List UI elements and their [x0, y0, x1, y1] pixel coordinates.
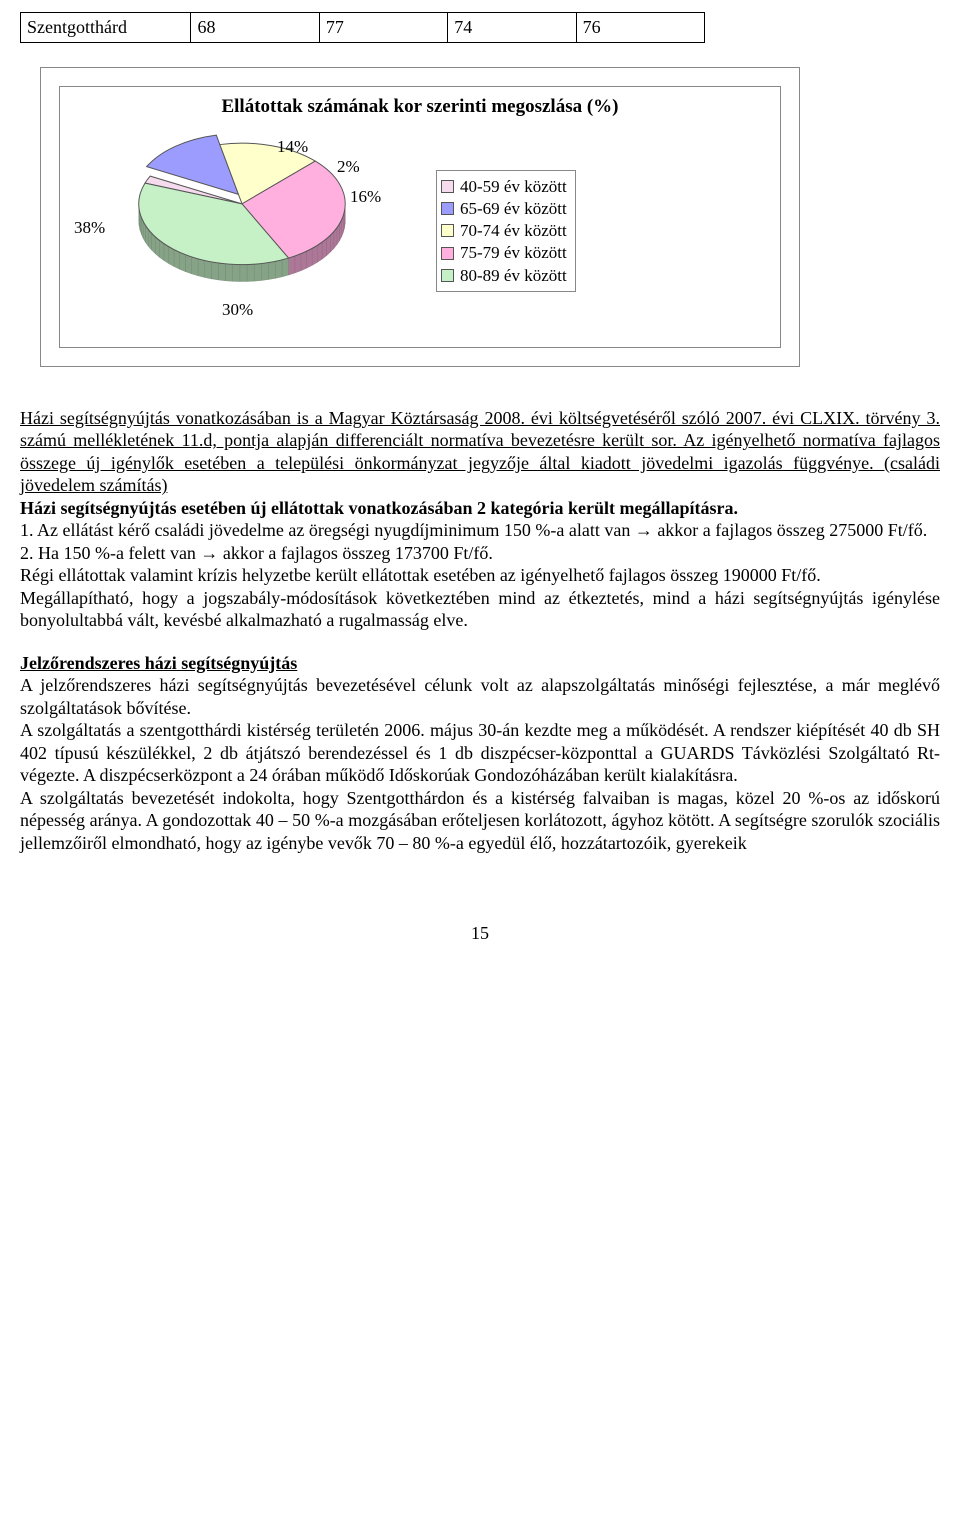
para-2: 1. Az ellátást kérő családi jövedelme az…	[20, 519, 940, 542]
pie-pct-label: 30%	[222, 299, 253, 320]
legend-swatch	[441, 269, 454, 282]
para-6: A jelzőrendszeres házi segítségnyújtás b…	[20, 674, 940, 719]
legend-item: 70-74 év között	[441, 220, 567, 241]
legend-swatch	[441, 224, 454, 237]
legend-swatch	[441, 202, 454, 215]
legend-label: 65-69 év között	[460, 198, 567, 219]
legend-label: 75-79 év között	[460, 242, 567, 263]
legend-label: 80-89 év között	[460, 265, 567, 286]
table-cell: Szentgotthárd	[21, 13, 191, 43]
pie-pct-label: 38%	[74, 217, 105, 238]
para-5: Megállapítható, hogy a jogszabály-módosí…	[20, 587, 940, 632]
legend-label: 70-74 év között	[460, 220, 567, 241]
legend-item: 40-59 év között	[441, 176, 567, 197]
para-7: A szolgáltatás a szentgotthárdi kistérsé…	[20, 719, 940, 787]
legend-item: 65-69 év között	[441, 198, 567, 219]
legend-item: 80-89 év között	[441, 265, 567, 286]
table-cell: 77	[319, 13, 447, 43]
chart-legend: 40-59 év között65-69 év között70-74 év k…	[436, 170, 576, 292]
data-table: Szentgotthárd68777476	[20, 12, 705, 43]
pie-pct-label: 2%	[337, 156, 360, 177]
legend-item: 75-79 év között	[441, 242, 567, 263]
table-cell: 74	[448, 13, 576, 43]
legend-label: 40-59 év között	[460, 176, 567, 197]
section-heading: Jelzőrendszeres házi segítségnyújtás	[20, 652, 940, 675]
chart-title: Ellátottak számának kor szerinti megoszl…	[72, 95, 768, 119]
legend-swatch	[441, 180, 454, 193]
table-cell: 68	[191, 13, 319, 43]
pie-chart: 38% 14% 2% 16% 30%	[72, 131, 412, 331]
pie-pct-label: 14%	[277, 136, 308, 157]
para-1b: Házi segítségnyújtás esetében új ellátot…	[20, 497, 940, 520]
page-number: 15	[20, 922, 940, 945]
pie-pct-label: 16%	[350, 186, 381, 207]
para-8: A szolgáltatás bevezetését indokolta, ho…	[20, 787, 940, 855]
para-1a: Házi segítségnyújtás vonatkozásában is a…	[20, 408, 940, 496]
chart-container: Ellátottak számának kor szerinti megoszl…	[40, 67, 800, 367]
para-4: Régi ellátottak valamint krízis helyzetb…	[20, 564, 940, 587]
para-3: 2. Ha 150 %-a felett van → akkor a fajla…	[20, 542, 940, 565]
legend-swatch	[441, 247, 454, 260]
table-cell: 76	[576, 13, 704, 43]
